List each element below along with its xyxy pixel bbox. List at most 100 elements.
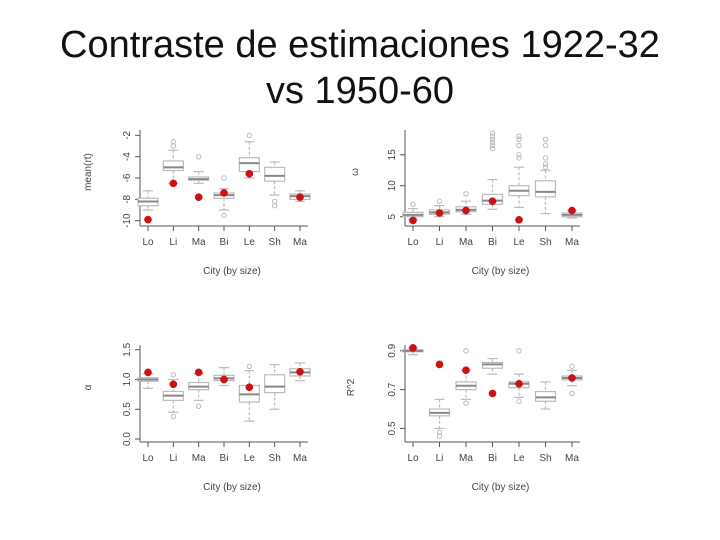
estimate-point bbox=[169, 380, 178, 389]
panel-omega: 5 10 15 Lo Li Ma Bi Le Sh Ma City (by size) ω bbox=[350, 130, 583, 277]
x-axis-label: City (by size) bbox=[203, 482, 261, 493]
estimate-point bbox=[435, 209, 444, 217]
outlier-point bbox=[516, 398, 522, 404]
x-tick-label: Lo bbox=[407, 453, 419, 464]
y-tick-label: 1.5 bbox=[122, 342, 133, 356]
outlier-point bbox=[516, 142, 522, 149]
outlier-point bbox=[170, 143, 177, 149]
estimate-point bbox=[144, 368, 152, 377]
x-tick-label: Ma bbox=[459, 453, 473, 464]
x-tick-label: Li bbox=[169, 453, 177, 464]
y-tick-label: 0.9 bbox=[387, 343, 398, 357]
y-tick-label: 1.0 bbox=[122, 372, 133, 386]
estimate-point bbox=[194, 193, 203, 202]
outlier-point bbox=[170, 139, 177, 145]
x-tick-label: Sh bbox=[539, 237, 551, 248]
outlier-point bbox=[436, 429, 443, 435]
y-tick-label: 5 bbox=[387, 213, 398, 219]
x-tick-label: Li bbox=[436, 453, 444, 464]
outlier-point bbox=[542, 161, 549, 167]
x-tick-label: Sh bbox=[269, 453, 281, 464]
box-iqr bbox=[264, 374, 286, 394]
x-tick-label: Li bbox=[169, 237, 177, 248]
outlier-point bbox=[195, 403, 202, 409]
y-axis-label: α bbox=[83, 384, 94, 390]
box-iqr bbox=[162, 160, 184, 172]
outlier-point bbox=[516, 136, 522, 142]
y-tick-label: -2 bbox=[122, 130, 133, 139]
outlier-point bbox=[271, 198, 278, 205]
outlier-point bbox=[271, 203, 278, 209]
estimate-point bbox=[194, 368, 203, 377]
y-tick-label: -10 bbox=[122, 213, 133, 228]
y-tick-label: -8 bbox=[122, 194, 133, 203]
outlier-point bbox=[410, 201, 416, 208]
x-axis-label: City (by size) bbox=[203, 266, 261, 277]
x-tick-label: Bi bbox=[488, 237, 497, 248]
x-tick-label: Le bbox=[244, 453, 256, 464]
panel-mean-rt: -10 -8 -6 -4 -2 Lo Li Ma Bi Le Sh Ma City (by size) m… bbox=[83, 130, 311, 277]
outlier-point bbox=[246, 363, 253, 370]
estimate-point bbox=[462, 206, 470, 215]
y-tick-label: 15 bbox=[387, 149, 398, 161]
x-tick-label: Ma bbox=[192, 453, 206, 464]
x-tick-label: Lo bbox=[142, 453, 154, 464]
outlier-point bbox=[246, 132, 253, 139]
x-tick-label: Le bbox=[513, 453, 525, 464]
estimate-point bbox=[220, 375, 228, 384]
outlier-point bbox=[463, 400, 469, 406]
outlier-point bbox=[569, 363, 575, 370]
estimate-point bbox=[144, 215, 152, 224]
box-iqr bbox=[238, 157, 260, 173]
estimate-point bbox=[488, 389, 497, 398]
outlier-point bbox=[170, 372, 177, 378]
x-tick-label: Ma bbox=[565, 453, 579, 464]
outlier-point bbox=[542, 136, 549, 142]
outlier-point bbox=[542, 142, 549, 149]
x-tick-label: Ma bbox=[192, 237, 206, 248]
estimate-point bbox=[488, 197, 497, 206]
x-tick-label: Le bbox=[244, 237, 256, 248]
x-tick-label: Lo bbox=[407, 237, 419, 248]
outlier-point bbox=[516, 133, 522, 139]
box-iqr bbox=[534, 180, 557, 198]
outlier-point bbox=[542, 164, 549, 170]
y-tick-label: 0.5 bbox=[122, 402, 133, 416]
x-axis-label: City (by size) bbox=[472, 266, 530, 277]
estimate-point bbox=[515, 215, 523, 224]
estimate-point bbox=[568, 374, 576, 382]
estimate-point bbox=[435, 360, 444, 369]
outlier-point bbox=[489, 133, 496, 139]
outlier-point bbox=[436, 433, 443, 439]
estimate-point bbox=[409, 216, 417, 225]
outlier-point bbox=[436, 198, 443, 204]
x-tick-label: Ma bbox=[293, 237, 307, 248]
x-tick-label: Sh bbox=[269, 237, 281, 248]
x-tick-label: Bi bbox=[488, 453, 497, 464]
panel-alpha: 0.0 0.5 1.0 1.5 Lo Li Ma Bi Le Sh Ma City (by size)… bbox=[83, 342, 311, 493]
x-tick-label: Sh bbox=[539, 453, 551, 464]
outlier-point bbox=[516, 348, 522, 354]
x-axis-label: City (by size) bbox=[472, 482, 530, 493]
outlier-point bbox=[489, 142, 496, 149]
outlier-point bbox=[221, 212, 227, 219]
estimate-point bbox=[245, 169, 254, 178]
y-axis-label: R^2 bbox=[346, 378, 357, 396]
x-tick-label: Lo bbox=[142, 237, 154, 248]
outlier-point bbox=[221, 175, 227, 181]
outlier-point bbox=[489, 130, 496, 136]
outlier-point bbox=[516, 152, 522, 158]
x-tick-label: Li bbox=[436, 237, 444, 248]
x-tick-label: Bi bbox=[220, 237, 229, 248]
outlier-point bbox=[489, 139, 496, 146]
y-axis-label: ω bbox=[350, 168, 361, 176]
y-tick-label: 10 bbox=[387, 180, 398, 192]
y-tick-label: 0.0 bbox=[122, 432, 133, 446]
estimate-point bbox=[245, 383, 254, 392]
slide-title: Contraste de estimaciones 1922-32 vs 195… bbox=[60, 24, 660, 112]
x-tick-label: Bi bbox=[220, 453, 229, 464]
outlier-point bbox=[516, 155, 522, 161]
estimate-point bbox=[296, 193, 304, 202]
y-tick-label: 0.7 bbox=[387, 382, 398, 396]
